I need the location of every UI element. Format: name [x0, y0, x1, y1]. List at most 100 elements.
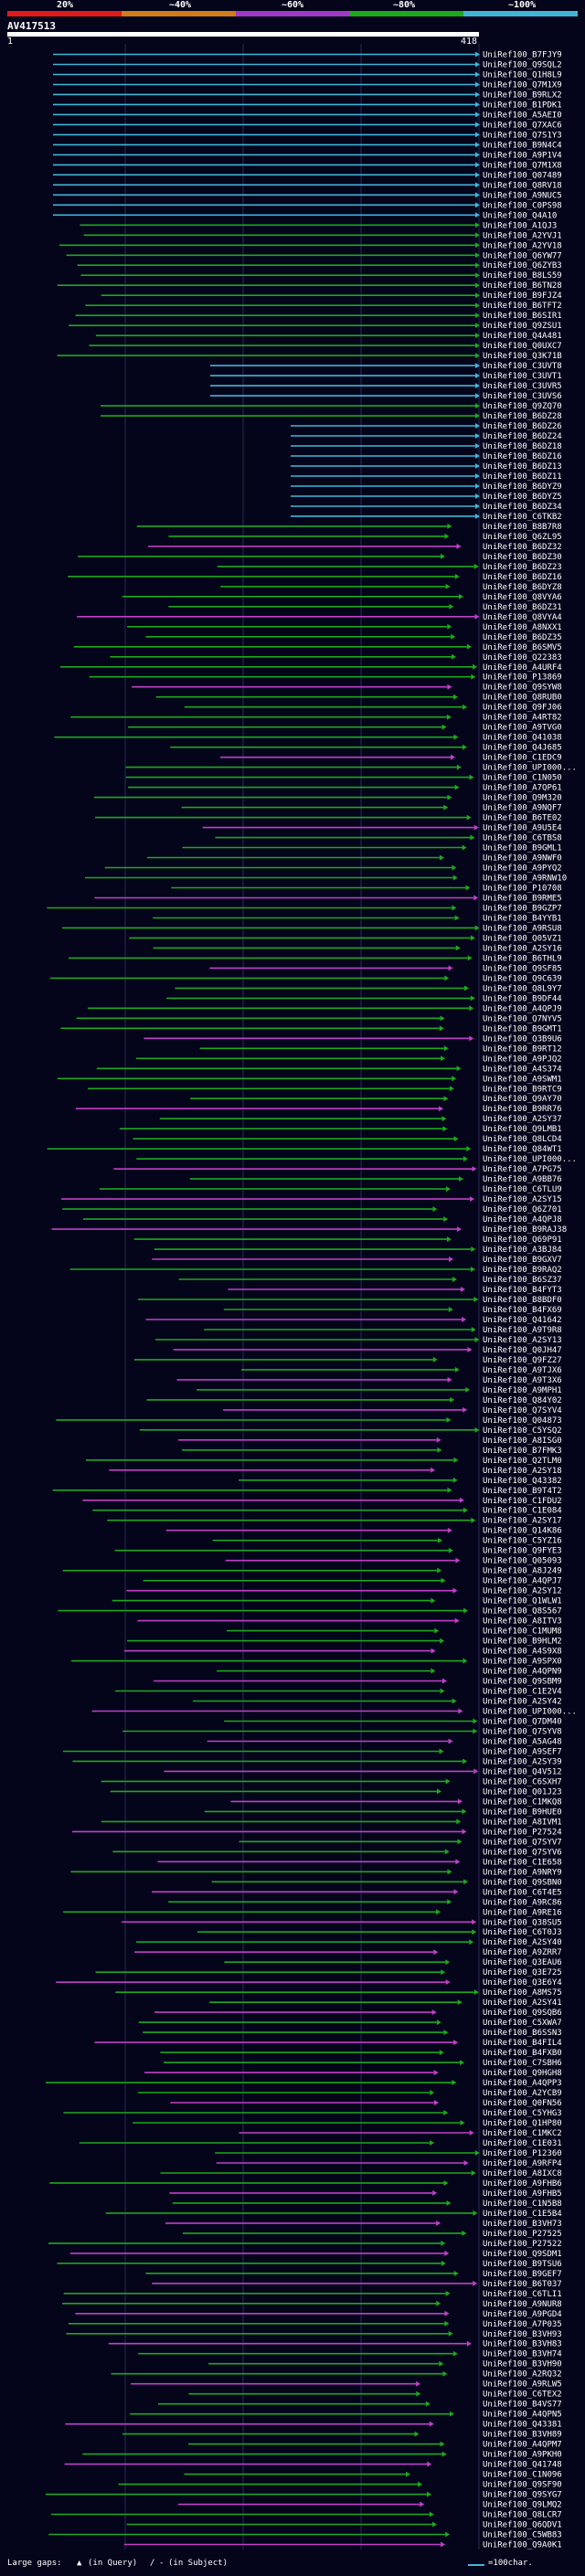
hit-label: UniRef100_B9TSU6 [483, 2260, 562, 2269]
hit-arrow-icon [475, 111, 480, 118]
hit-row: UniRef100_Q1HP80 [133, 2119, 562, 2128]
hit-label: UniRef100_C3UVS6 [483, 392, 562, 401]
hit-arrow-icon [436, 1788, 441, 1795]
hit-arrow-icon [445, 1979, 451, 1986]
hit-row: UniRef100_Q9SQL2 [53, 61, 562, 70]
hit-row: UniRef100_Q1WLW1 [112, 1597, 562, 1606]
hit-label: UniRef100_Q01J23 [483, 1787, 562, 1797]
hit-arrow-icon [475, 463, 480, 469]
hit-row: UniRef100_Q9SYG7 [46, 2491, 562, 2500]
hit-row: UniRef100_B8BDF0 [137, 1296, 562, 1305]
hit-arrow-icon [431, 2521, 437, 2528]
hit-arrow-icon [444, 2320, 450, 2327]
hit-label: UniRef100_B6T037 [483, 2280, 562, 2289]
hit-arrow-icon [443, 2110, 449, 2116]
hit-row: UniRef100_A9FHB6 [49, 2179, 562, 2189]
hit-label: UniRef100_A9RNW10 [483, 875, 567, 884]
hit-row: UniRef100_UPI000... [91, 1708, 577, 1717]
hit-arrow-icon [452, 1076, 457, 1082]
hit-arrow-icon [427, 2461, 432, 2467]
hit-row: UniRef100_B4FIL4 [94, 2039, 562, 2048]
hit-label: UniRef100_Q4V512 [483, 1767, 562, 1776]
hit-label: UniRef100_Q07489 [483, 171, 562, 180]
hit-label: UniRef100_A2RQ32 [483, 2370, 562, 2380]
hit-label: UniRef100_C0PS98 [483, 201, 562, 210]
hit-row: UniRef100_C6TEX2 [188, 2390, 562, 2400]
hit-label: UniRef100_Q05VZ1 [483, 934, 562, 943]
hit-label: UniRef100_P27525 [483, 2230, 562, 2239]
scale-label-100: ~100% [508, 0, 537, 10]
hit-label: UniRef100_B9GML1 [483, 844, 562, 853]
hit-arrow-icon [441, 2260, 446, 2266]
hit-row: UniRef100_B6DYZ5 [291, 493, 562, 502]
hit-arrow-icon [470, 1196, 475, 1203]
hit-arrow-icon [475, 343, 480, 349]
hit-row: UniRef100_A2SY42 [193, 1698, 562, 1707]
scale-segment-20 [7, 11, 122, 16]
hit-label: UniRef100_A9U5E4 [483, 824, 562, 833]
hit-row: UniRef100_C1FDU2 [82, 1497, 562, 1506]
hit-label: UniRef100_A1QJ3 [483, 221, 557, 230]
hit-row: UniRef100_Q8VYA4 [77, 613, 562, 622]
hit-label: UniRef100_A8ITV3 [483, 1617, 562, 1627]
hit-label: UniRef100_A4QPN9 [483, 1668, 562, 1677]
hit-label: UniRef100_A9PYQ2 [483, 864, 562, 874]
hit-label: UniRef100_A9RSU8 [483, 924, 562, 933]
hit-arrow-icon [447, 684, 452, 690]
hit-label: UniRef100_A3BJ84 [483, 1246, 562, 1255]
hit-row: UniRef100_A4S374 [96, 1065, 562, 1074]
hit-label: UniRef100_B6TE02 [483, 814, 562, 823]
hit-row: UniRef100_C6T0J3 [197, 1928, 562, 1937]
hit-arrow-icon [475, 172, 480, 178]
hit-row: UniRef100_B6DZ16 [291, 452, 562, 461]
hit-arrow-icon [462, 844, 467, 851]
legend-separator: / [150, 2559, 155, 2568]
hit-row: UniRef100_A4QPP3 [46, 2079, 562, 2088]
hit-arrow-icon [469, 1005, 474, 1012]
hit-label: UniRef100_C6TBS8 [483, 834, 562, 843]
hit-label: UniRef100_A2SY15 [483, 1195, 562, 1204]
hit-arrow-icon [441, 1055, 446, 1062]
hit-arrow-icon [439, 2050, 444, 2056]
hit-label: UniRef100_A2YVJ1 [483, 231, 562, 240]
hit-arrow-icon [449, 2411, 454, 2417]
hit-row: UniRef100_C6T4E5 [152, 1888, 562, 1897]
hit-label: UniRef100_UPI000... [483, 1708, 577, 1717]
hit-row: UniRef100_A4QPN9 [217, 1668, 562, 1677]
scale-segment-80 [349, 11, 464, 16]
hit-arrow-icon [436, 2019, 441, 2026]
hit-row: UniRef100_Q7XAC6 [53, 121, 562, 130]
hit-label: UniRef100_A9ZRR7 [483, 1948, 562, 1957]
hit-row: UniRef100_A9NUR8 [62, 2300, 562, 2309]
hit-arrow-icon [450, 754, 455, 760]
hit-label: UniRef100_Q7M1X9 [483, 81, 562, 90]
hit-arrow-icon [448, 965, 453, 971]
hit-arrow-icon [446, 2200, 452, 2206]
hit-arrow-icon [475, 363, 480, 369]
hit-label: UniRef100_Q0FN56 [483, 2099, 562, 2108]
hit-row: UniRef100_A9SEF7 [62, 1748, 562, 1757]
hit-label: UniRef100_A2SY39 [483, 1757, 562, 1766]
hit-arrow-icon [444, 975, 450, 981]
hit-label: UniRef100_Q8LCR7 [483, 2511, 562, 2520]
scale-label-80: ~80% [393, 0, 416, 10]
hit-arrow-icon [475, 122, 480, 128]
hit-row: UniRef100_Q22383 [110, 653, 562, 663]
hit-label: UniRef100_B6DZ32 [483, 543, 562, 552]
hit-arrow-icon [452, 1277, 457, 1283]
scale-label-20: 20% [57, 0, 74, 10]
hit-label: UniRef100_B9RME5 [483, 895, 562, 904]
hit-row: UniRef100_B9TSU6 [57, 2260, 562, 2269]
hit-row: UniRef100_Q9C639 [49, 974, 562, 983]
hit-label: UniRef100_A9NUC5 [483, 191, 562, 200]
hit-arrow-icon [452, 875, 458, 881]
hit-arrow-icon [475, 91, 480, 98]
hit-label: UniRef100_C1MUM8 [483, 1627, 562, 1637]
hit-arrow-icon [471, 673, 476, 680]
hit-label: UniRef100_Q84Y02 [483, 1396, 562, 1405]
hit-arrow-icon [462, 1829, 467, 1835]
hit-row: UniRef100_Q41748 [64, 2461, 562, 2470]
identity-color-scale [7, 11, 578, 16]
hit-label: UniRef100_A4QPJ8 [483, 1215, 562, 1224]
